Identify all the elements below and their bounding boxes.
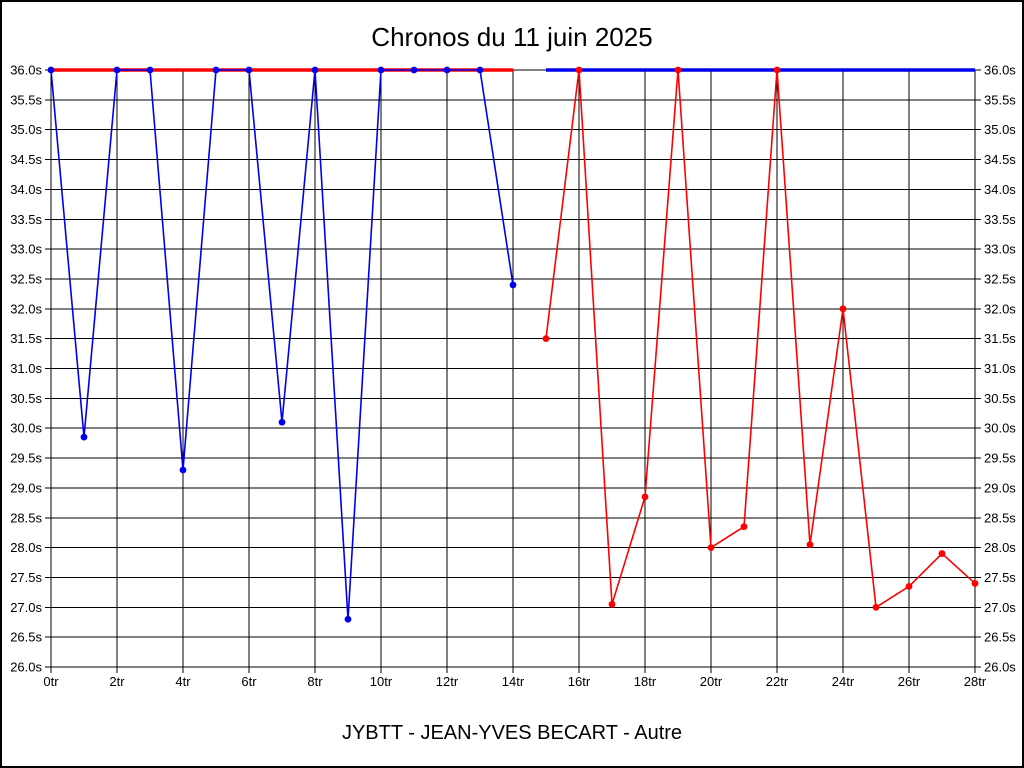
data-point-blue-times-rounds-0-14 <box>113 66 121 74</box>
data-point-blue-times-rounds-0-14 <box>245 66 253 74</box>
data-point-blue-times-rounds-0-14 <box>410 66 418 74</box>
data-point-blue-times-rounds-0-14 <box>509 281 517 289</box>
y-tick-label-left: 27.5s <box>10 570 42 585</box>
data-point-blue-times-rounds-0-14 <box>80 433 88 441</box>
data-point-red-times-rounds-15-28 <box>971 580 979 587</box>
y-tick-label-right: 26.5s <box>984 630 1016 645</box>
y-tick-label-right: 34.5s <box>984 152 1016 167</box>
series-line-red-times-rounds-15-28 <box>545 69 976 609</box>
y-tick-label-right: 32.0s <box>984 301 1016 316</box>
y-tick-label-right: 28.5s <box>984 510 1016 525</box>
data-point-blue-times-rounds-0-14 <box>311 66 319 74</box>
x-tick-label: 6tr <box>241 674 257 689</box>
data-point-blue-times-rounds-0-14 <box>443 66 451 74</box>
data-point-blue-times-rounds-0-14 <box>47 66 55 74</box>
data-point-red-times-rounds-15-28 <box>905 583 913 590</box>
data-point-blue-times-rounds-0-14 <box>476 66 484 74</box>
data-point-blue-times-rounds-0-14 <box>212 66 220 74</box>
y-tick-label-right: 35.5s <box>984 92 1016 107</box>
y-tick-label-left: 28.0s <box>10 540 42 555</box>
y-tick-label-left: 31.0s <box>10 361 42 376</box>
y-tick-label-left: 35.5s <box>10 92 42 107</box>
data-point-red-times-rounds-15-28 <box>707 544 715 551</box>
y-tick-label-right: 30.0s <box>984 421 1016 436</box>
y-tick-label-right: 35.0s <box>984 122 1016 137</box>
data-point-red-times-rounds-15-28 <box>740 523 748 531</box>
y-tick-label-left: 34.0s <box>10 182 42 197</box>
x-tick-label: 18tr <box>634 674 657 689</box>
data-point-blue-times-rounds-0-14 <box>179 466 187 474</box>
y-tick-label-left: 30.0s <box>10 421 42 436</box>
x-tick-label: 12tr <box>436 674 459 689</box>
data-point-red-times-rounds-15-28 <box>773 66 781 74</box>
y-tick-label-right: 29.0s <box>984 480 1016 495</box>
data-point-red-times-rounds-15-28 <box>608 600 616 608</box>
y-tick-label-right: 28.0s <box>984 540 1016 555</box>
x-tick-label: 10tr <box>370 674 393 689</box>
y-tick-label-left: 29.0s <box>10 480 42 495</box>
x-tick-label: 4tr <box>175 674 191 689</box>
y-tick-label-left: 26.5s <box>10 630 42 645</box>
data-point-red-times-rounds-15-28 <box>542 335 550 343</box>
data-point-red-times-rounds-15-28 <box>641 493 649 501</box>
y-tick-label-right: 27.5s <box>984 570 1016 585</box>
x-tick-label: 24tr <box>832 674 855 689</box>
data-point-red-times-rounds-15-28 <box>938 550 946 557</box>
y-tick-label-left: 29.5s <box>10 451 42 466</box>
y-tick-label-left: 33.0s <box>10 242 42 257</box>
x-tick-label: 2tr <box>109 674 125 689</box>
data-point-blue-times-rounds-0-14 <box>377 66 385 74</box>
y-tick-label-left: 35.0s <box>10 122 42 137</box>
x-tick-label: 16tr <box>568 674 591 689</box>
y-tick-label-right: 26.0s <box>984 660 1016 675</box>
data-point-red-times-rounds-15-28 <box>575 66 583 74</box>
y-tick-label-right: 32.5s <box>984 271 1016 286</box>
y-tick-label-right: 31.0s <box>984 361 1016 376</box>
y-tick-label-left: 32.5s <box>10 271 42 286</box>
data-point-blue-times-rounds-0-14 <box>278 418 286 426</box>
data-point-red-times-rounds-15-28 <box>839 305 847 313</box>
y-tick-label-left: 32.0s <box>10 301 42 316</box>
x-tick-label: 20tr <box>700 674 723 689</box>
y-tick-label-right: 33.5s <box>984 212 1016 227</box>
y-tick-label-left: 27.0s <box>10 600 42 615</box>
x-tick-label: 22tr <box>766 674 789 689</box>
data-point-blue-times-rounds-0-14 <box>344 615 352 623</box>
y-tick-label-left: 36.0s <box>10 63 42 78</box>
y-tick-label-left: 26.0s <box>10 660 42 675</box>
x-tick-label: 0tr <box>43 674 59 689</box>
y-tick-label-left: 30.5s <box>10 391 42 406</box>
x-tick-label: 26tr <box>898 674 921 689</box>
y-tick-label-right: 33.0s <box>984 242 1016 257</box>
series-line-blue-times-rounds-0-14 <box>50 69 514 621</box>
y-tick-label-right: 30.5s <box>984 391 1016 406</box>
chart-title: Chronos du 11 juin 2025 <box>371 22 653 52</box>
data-point-red-times-rounds-15-28 <box>806 541 814 549</box>
y-tick-label-right: 31.5s <box>984 331 1016 346</box>
x-tick-label: 8tr <box>307 674 323 689</box>
y-tick-label-left: 33.5s <box>10 212 42 227</box>
data-point-blue-times-rounds-0-14 <box>146 66 154 74</box>
y-tick-label-right: 34.0s <box>984 182 1016 197</box>
chart-footer: JYBTT - JEAN-YVES BECART - Autre <box>341 722 683 744</box>
y-tick-label-left: 28.5s <box>10 510 42 525</box>
y-tick-label-right: 29.5s <box>984 451 1016 466</box>
data-point-red-times-rounds-15-28 <box>872 603 880 611</box>
data-point-red-times-rounds-15-28 <box>674 66 682 74</box>
y-tick-label-left: 31.5s <box>10 331 42 346</box>
y-tick-label-right: 36.0s <box>984 63 1016 78</box>
x-tick-label: 14tr <box>502 674 525 689</box>
x-tick-label: 28tr <box>964 674 987 689</box>
y-tick-label-right: 27.0s <box>984 600 1016 615</box>
y-tick-label-left: 34.5s <box>10 152 42 167</box>
